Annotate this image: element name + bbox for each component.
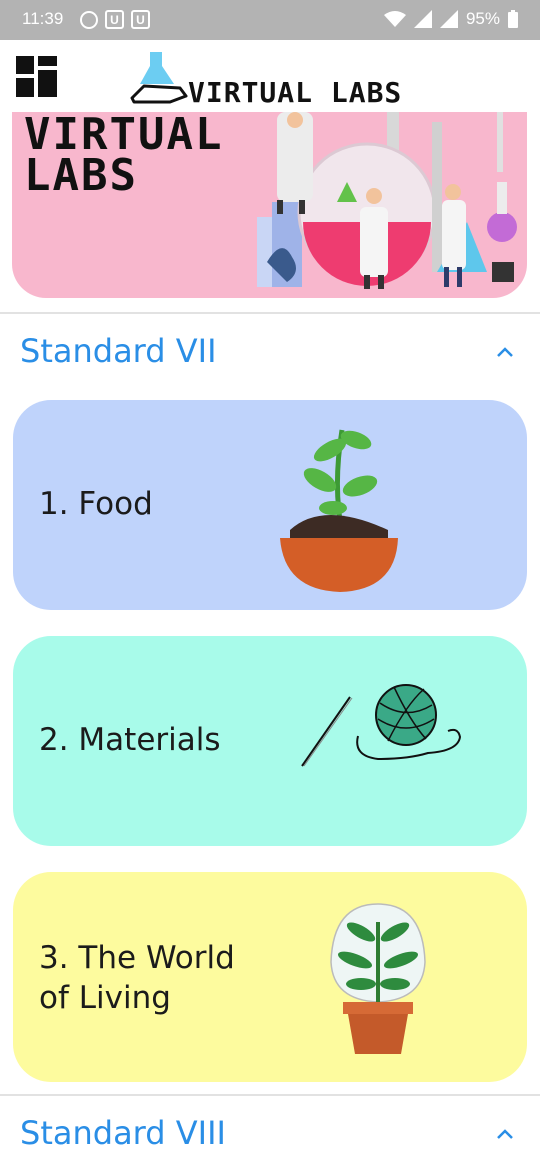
chevron-up-icon[interactable] [496,346,514,358]
section-title: Standard VIII [20,1114,226,1152]
whatsapp-icon [80,10,98,29]
covered-plant-icon [330,903,426,1054]
flask-logo-icon [130,52,188,104]
scientists-illustration [257,112,517,289]
app-logo: VIRTUAL LABS [130,50,430,109]
section-header-standard-vii[interactable]: Standard VII [0,316,540,386]
signal-icon [439,10,458,28]
status-bar: 11:39 U U 95% [0,0,540,40]
section-title: Standard VII [20,332,217,370]
status-time: 11:39 [22,9,64,28]
divider [0,312,540,314]
potted-plant-icon [280,429,398,592]
banner-title: VIRTUAL LABS [24,112,224,201]
hero-banner: VIRTUAL LABS [12,112,527,298]
divider [0,1094,540,1096]
app-header: VIRTUAL LABS [0,40,540,112]
topic-card-food[interactable]: 1. Food [13,400,527,610]
topic-card-materials[interactable]: 2. Materials [13,636,527,846]
notification-u-icon: U [105,10,124,29]
section-header-standard-viii[interactable]: Standard VIII [0,1098,540,1168]
topic-label: 2. Materials [39,722,221,758]
grid-menu-icon[interactable] [16,56,57,97]
chevron-up-icon[interactable] [496,1128,514,1140]
notification-u-icon: U [131,10,150,29]
logo-text: VIRTUAL LABS [188,76,403,109]
battery-icon [508,10,518,28]
yarn-needle-icon [301,684,462,767]
battery-level: 95% [465,9,500,28]
wifi-icon [383,10,406,27]
signal-icon [413,10,432,28]
topic-label: 1. Food [39,486,153,522]
topic-label: 3. The World of Living [39,940,235,1016]
topic-card-world-of-living[interactable]: 3. The World of Living [13,872,527,1082]
